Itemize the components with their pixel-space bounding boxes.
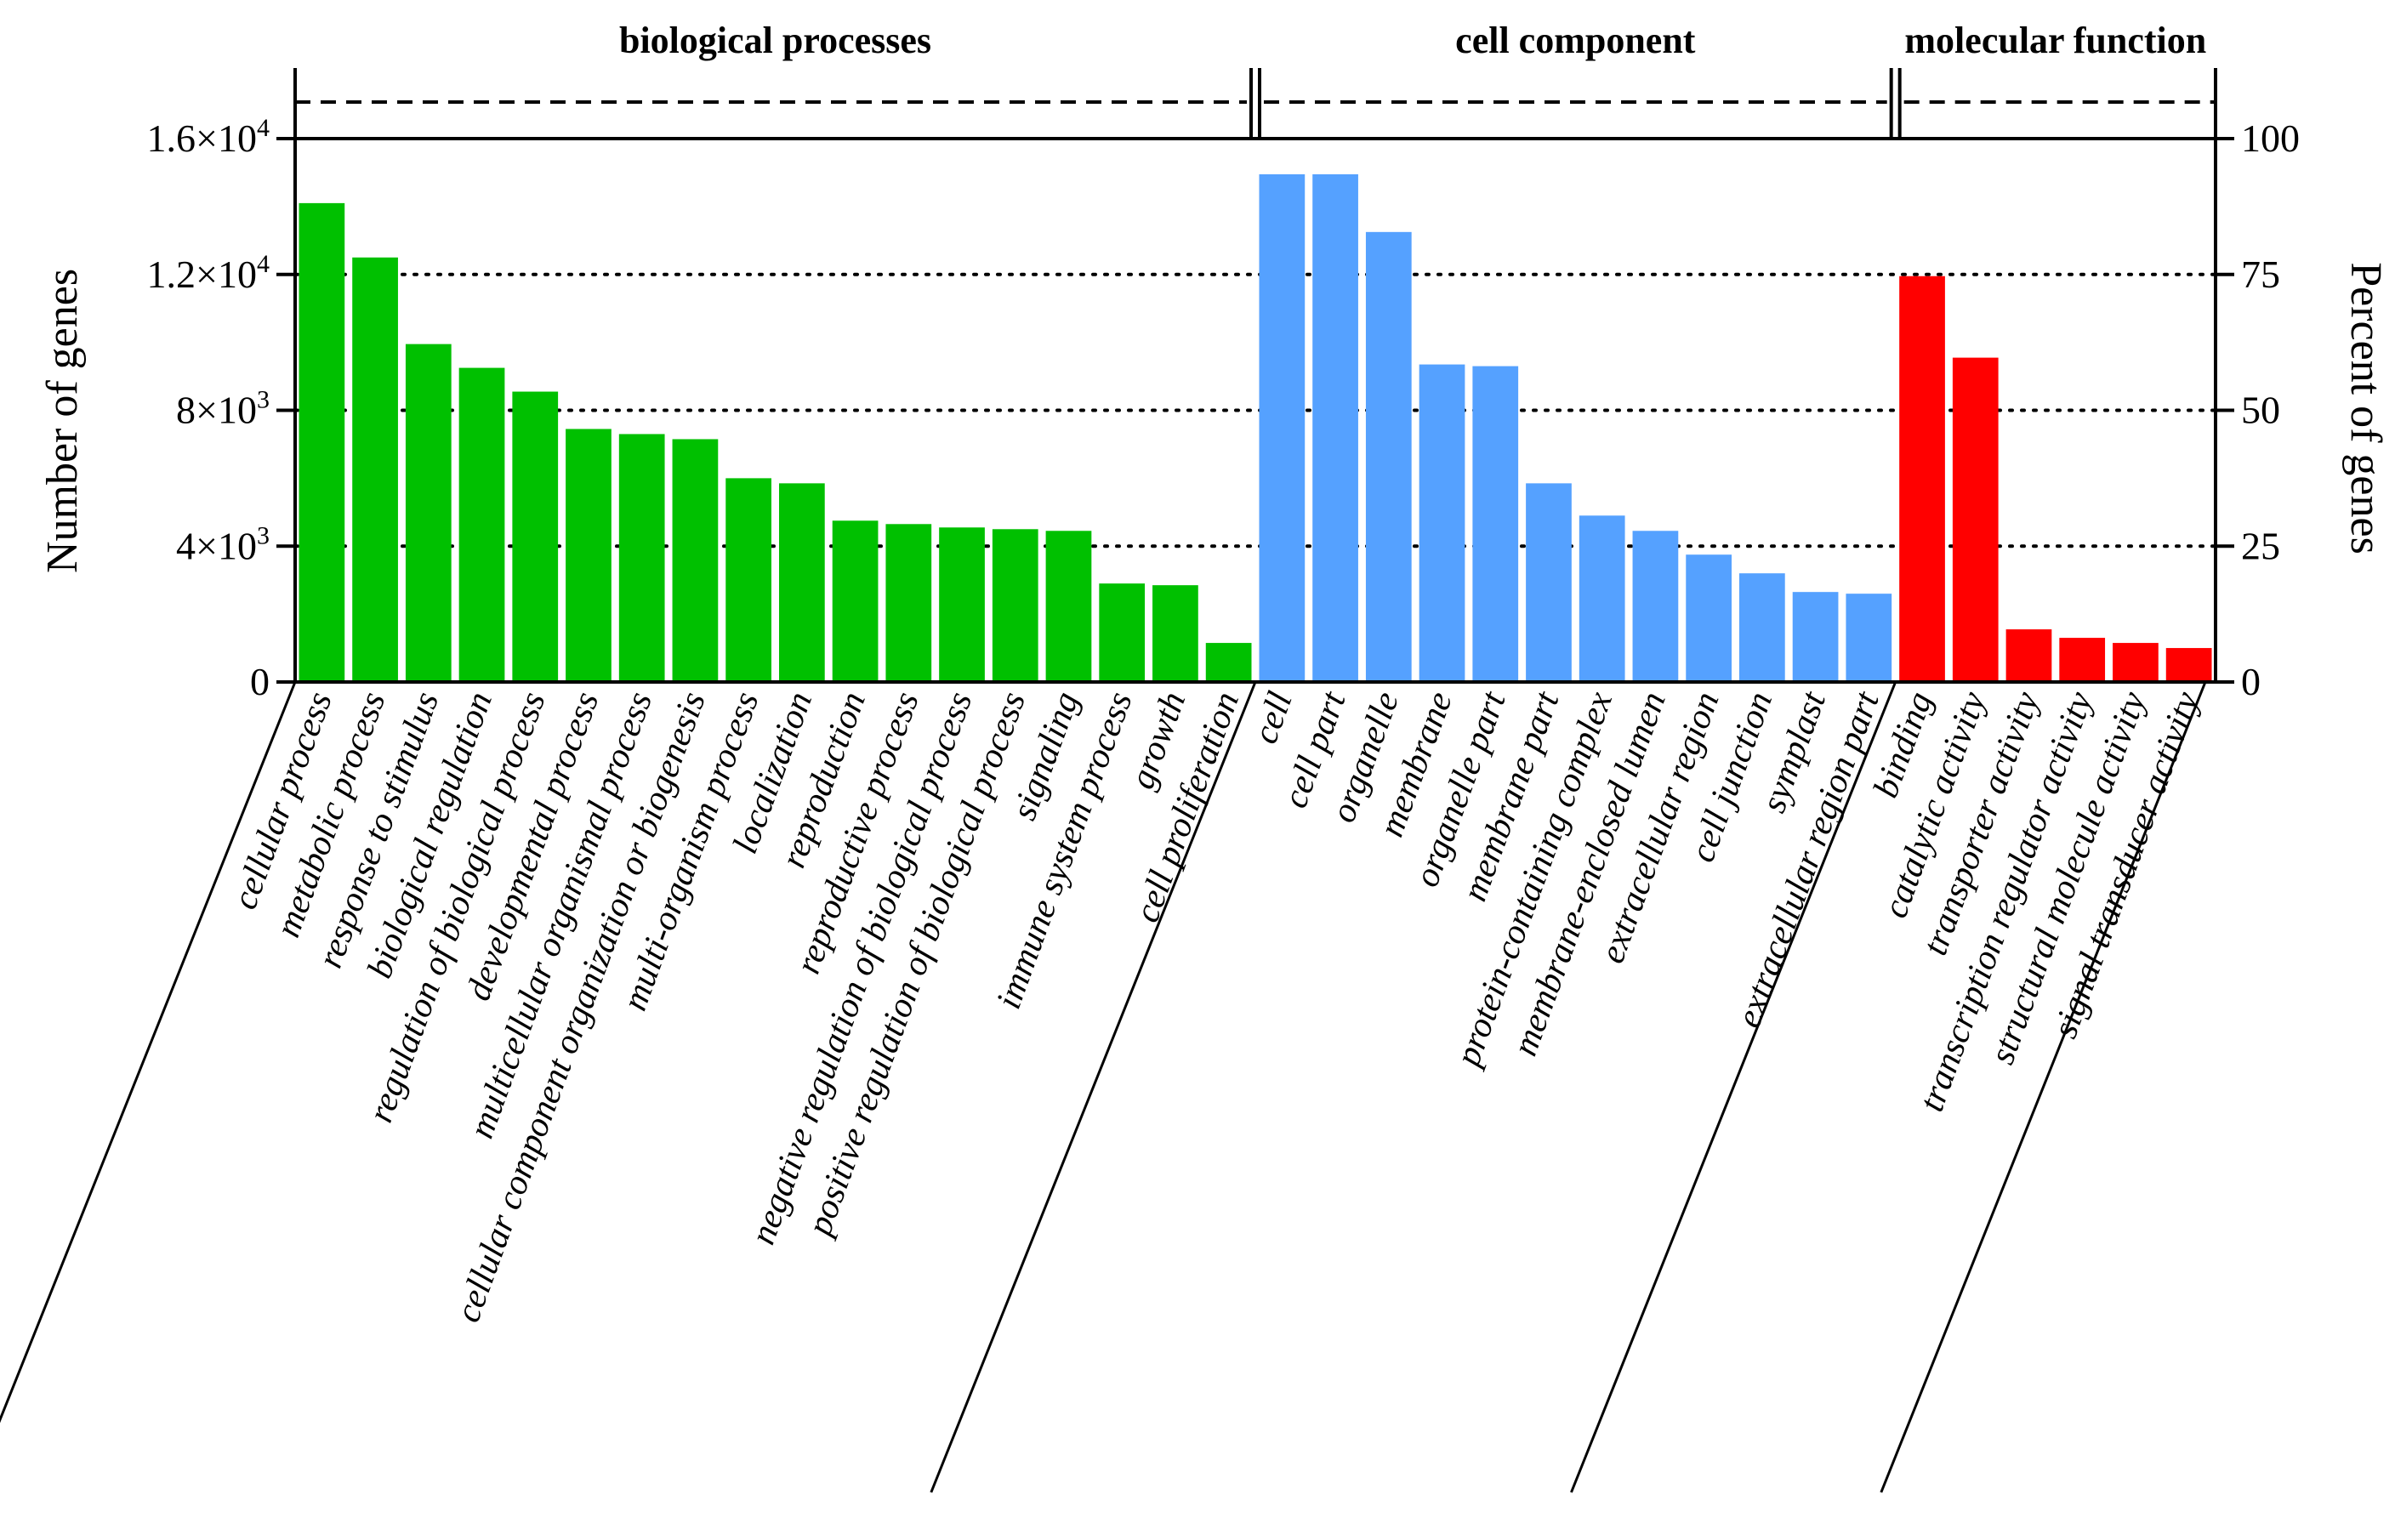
bar-organelle-part — [1472, 366, 1519, 682]
bar-biological-regulation — [458, 367, 505, 682]
bars — [299, 173, 2212, 683]
y-tick-label: 8×103 — [176, 386, 270, 432]
group-separator-line — [0, 681, 297, 1424]
bar-metabolic-process — [352, 257, 398, 682]
y-axis-title: Number of genes — [38, 269, 87, 573]
y2-tick-label: 0 — [2241, 660, 2261, 703]
group-separator-line — [1880, 681, 2207, 1493]
bar-signal-transducer-activity — [2165, 648, 2212, 682]
bar-protein-containing-complex — [1579, 515, 1625, 682]
y-tick-label: 1.2×104 — [147, 250, 270, 296]
bar-growth — [1152, 585, 1198, 682]
bar-cellular-component-organization-or-biogenesis — [672, 439, 719, 682]
category-label: cell — [1246, 687, 1300, 749]
bar-transcription-regulator-activity — [2059, 638, 2106, 682]
y2-axis-title: Percent of genes — [2341, 262, 2390, 554]
y2-tick-label: 75 — [2241, 253, 2280, 296]
bar-structural-molecule-activity — [2113, 643, 2159, 682]
bar-binding — [1899, 276, 1945, 682]
bar-cell-part — [1312, 173, 1358, 682]
bar-developmental-process — [566, 429, 612, 682]
bar-cell-proliferation — [1205, 643, 1252, 682]
bar-multicellular-organismal-process — [618, 434, 665, 682]
bar-catalytic-activity — [1952, 357, 1999, 682]
bar-localization — [779, 483, 825, 682]
bar-response-to-stimulus — [405, 344, 452, 682]
bar-membrane-enclosed-lumen — [1632, 531, 1679, 682]
y-tick-label: 1.6×104 — [147, 114, 270, 160]
gridlines — [293, 272, 2217, 548]
bar-cell-junction — [1739, 573, 1785, 682]
axes: 0 4×103 8×103 1.2×104 1.6×104 0 25 50 75 100 — [147, 114, 2300, 703]
bar-multi-organism-process — [725, 478, 771, 682]
y2-tick-label: 25 — [2241, 524, 2280, 567]
group-separator-line — [930, 681, 1257, 1493]
y-tick-label: 4×103 — [176, 521, 270, 567]
bar-extracellular-region — [1686, 554, 1732, 682]
group-title: molecular function — [1904, 20, 2206, 61]
group-headers: biological processes cell component molecu… — [293, 20, 2217, 139]
bar-regulation-of-biological-process — [512, 391, 559, 682]
bar-reproduction — [832, 520, 879, 682]
y2-tick-label: 100 — [2241, 116, 2300, 160]
bar-membrane — [1419, 364, 1465, 682]
bar-negative-regulation-of-biological-process — [939, 527, 985, 682]
bar-reproductive-process — [885, 524, 932, 682]
bar-immune-system-process — [1099, 583, 1146, 682]
group-title: biological processes — [619, 20, 931, 61]
group-title: cell component — [1455, 20, 1696, 61]
bar-symplast — [1792, 592, 1839, 682]
bar-extracellular-region-part — [1846, 594, 1892, 682]
bar-signaling — [1045, 531, 1092, 682]
y2-tick-label: 50 — [2241, 389, 2280, 432]
bar-cell — [1259, 173, 1306, 682]
bar-cellular-process — [299, 202, 345, 683]
y-tick-label: 0 — [250, 660, 270, 703]
bar-organelle — [1365, 231, 1412, 682]
bar-membrane-part — [1526, 483, 1572, 682]
bar-transporter-activity — [2005, 629, 2052, 682]
group-separator-line — [1570, 681, 1897, 1493]
bar-positive-regulation-of-biological-process — [992, 529, 1038, 682]
